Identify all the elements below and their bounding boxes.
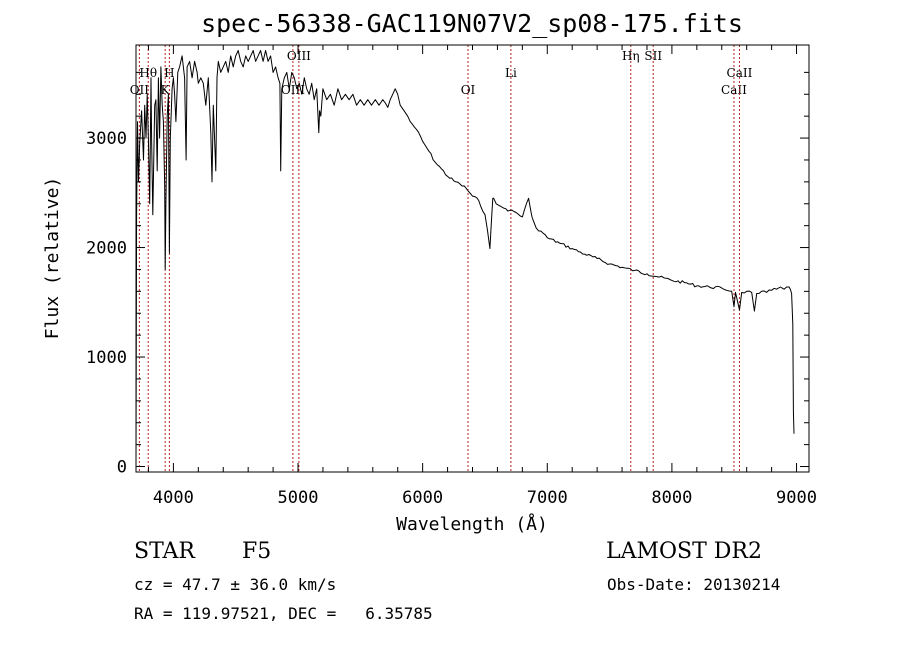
line-marker-label: CaII bbox=[727, 66, 753, 80]
y-tick-label: 0 bbox=[117, 458, 127, 478]
x-tick-label: 6000 bbox=[402, 488, 443, 508]
spectral-subclass: F5 bbox=[242, 539, 272, 564]
chart-title: spec-56338-GAC119N07V2_sp08-175.fits bbox=[201, 9, 743, 38]
redshift-velocity: cz = 47.7 ± 36.0 km/s bbox=[134, 575, 337, 594]
y-tick-label: 3000 bbox=[86, 129, 127, 149]
line-marker-label: Hη bbox=[622, 49, 640, 63]
line-marker-label: OII bbox=[130, 83, 150, 97]
survey-name: LAMOST DR2 bbox=[606, 539, 762, 564]
line-marker-label: OIII bbox=[287, 49, 311, 63]
line-marker-label: SII bbox=[644, 49, 662, 63]
y-tick-label: 1000 bbox=[86, 348, 127, 368]
line-marker-label: K bbox=[161, 83, 171, 97]
line-marker-label: CaII bbox=[721, 83, 747, 97]
observation-date: Obs-Date: 20130214 bbox=[607, 575, 781, 594]
line-marker-label: H bbox=[164, 66, 174, 80]
y-tick-label: 2000 bbox=[86, 239, 127, 259]
x-tick-label: 8000 bbox=[651, 488, 692, 508]
line-marker-label: OIII bbox=[281, 83, 305, 97]
y-axis-label: Flux (relative) bbox=[42, 177, 63, 340]
x-tick-label: 7000 bbox=[527, 488, 568, 508]
line-marker-label: Li bbox=[505, 66, 517, 80]
x-tick-label: 9000 bbox=[776, 488, 817, 508]
x-tick-label: 4000 bbox=[153, 488, 194, 508]
spectrum-line bbox=[135, 50, 795, 463]
spectral-line-markers: OII Hθ KH OIII OIII OI Li Hη SII CaII CaII bbox=[130, 45, 753, 472]
x-axis-label: Wavelength (Å) bbox=[396, 513, 548, 535]
x-tick-label: 5000 bbox=[278, 488, 319, 508]
line-marker-label: Hθ bbox=[139, 66, 157, 80]
line-marker-label: OI bbox=[461, 83, 476, 97]
sky-coordinates: RA = 119.97521, DEC = 6.35785 bbox=[134, 604, 433, 623]
plot-frame bbox=[135, 44, 810, 473]
axis-ticks: 4000 5000 6000 7000 8000 9000 0 1000 2000 3000 bbox=[86, 45, 817, 508]
object-type: STAR bbox=[134, 539, 195, 564]
